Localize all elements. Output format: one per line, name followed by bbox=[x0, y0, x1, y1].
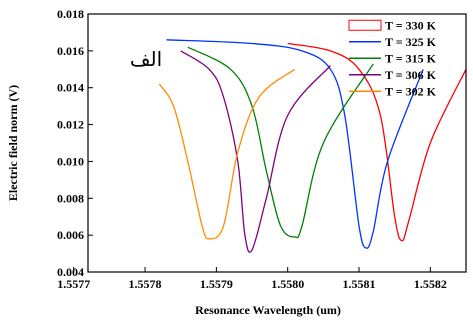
plot-frame bbox=[87, 13, 467, 273]
y-tick-label: 0.012 bbox=[57, 118, 84, 132]
x-tick-label: 1.5581 bbox=[343, 277, 376, 291]
x-tick-label: 1.5578 bbox=[129, 277, 162, 291]
y-tick-label: 0.018 bbox=[57, 7, 84, 21]
legend-label-3: T = 315 K bbox=[385, 51, 437, 65]
x-tick-label: 1.5579 bbox=[200, 277, 233, 291]
legend-label-2: T = 325 K bbox=[385, 35, 437, 49]
series-layer bbox=[158, 39, 467, 253]
y-tick-label: 0.006 bbox=[57, 228, 84, 242]
legend-label-1: T = 330 K bbox=[385, 18, 437, 32]
y-tick-label: 0.010 bbox=[57, 154, 84, 168]
y-tick-label: 0.008 bbox=[57, 191, 84, 205]
legend-label-5: T = 302 K bbox=[385, 84, 437, 98]
y-tick-label: 0.014 bbox=[57, 81, 84, 95]
y-tick-label: 0.004 bbox=[57, 265, 84, 279]
legend-swatch-1 bbox=[348, 19, 382, 31]
y-axis-label: Electric field norm (V) bbox=[6, 85, 20, 201]
legend: T = 330 K T = 325 K T = 315 K T = 306 K T = … bbox=[348, 18, 437, 98]
x-tick-label: 1.5577 bbox=[57, 277, 90, 291]
x-tick-label: 1.5580 bbox=[271, 277, 304, 291]
x-tick-label: 1.5582 bbox=[414, 277, 447, 291]
series-line-2 bbox=[166, 39, 424, 249]
x-axis-ticks: 1.5577 1.5578 1.5579 1.5580 1.5581 1.5582 bbox=[57, 267, 447, 291]
annotation-label: الف bbox=[130, 47, 162, 71]
y-axis-ticks: 0.004 0.006 0.008 0.010 0.012 0.014 0.016 0.018 bbox=[57, 7, 93, 279]
series-line-4 bbox=[180, 50, 331, 253]
y-tick-label: 0.016 bbox=[57, 44, 84, 58]
series-line-3 bbox=[187, 46, 374, 239]
legend-label-4: T = 306 K bbox=[385, 68, 437, 82]
x-axis-label: Resonance Wavelength (um) bbox=[195, 303, 341, 317]
series-line-5 bbox=[158, 68, 296, 240]
series-line-1 bbox=[287, 42, 467, 242]
